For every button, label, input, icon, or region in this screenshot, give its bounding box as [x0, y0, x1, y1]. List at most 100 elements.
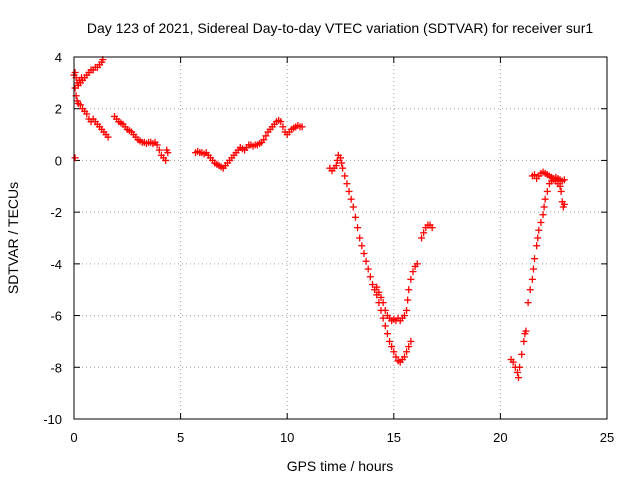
data-point [377, 293, 385, 301]
data-point [392, 353, 400, 361]
data-point [76, 101, 84, 109]
data-point [379, 314, 387, 322]
data-point [349, 203, 357, 211]
x-tick-label: 0 [70, 430, 77, 445]
data-point [509, 358, 517, 366]
y-tick-label: 0 [55, 153, 62, 168]
data-point [518, 350, 526, 358]
data-point [71, 84, 79, 92]
data-point [522, 327, 530, 335]
data-point [539, 211, 547, 219]
data-point [381, 306, 389, 314]
data-point [354, 224, 362, 232]
data-point [541, 195, 549, 203]
data-point [337, 154, 344, 162]
data-point [332, 162, 340, 170]
data-point [279, 123, 287, 131]
chart-title: Day 123 of 2021, Sidereal Day-to-day VTE… [87, 20, 593, 36]
data-point [409, 268, 417, 276]
y-tick-label: -2 [50, 205, 62, 220]
data-point [556, 182, 564, 190]
data-point [356, 234, 364, 242]
x-tick-label: 5 [177, 430, 184, 445]
data-point [383, 330, 391, 338]
data-point [164, 149, 172, 157]
data-point [403, 306, 411, 314]
plot-frame [73, 56, 608, 420]
y-tick-label: 2 [55, 102, 62, 117]
y-tick-label: -10 [43, 412, 62, 427]
data-point [155, 146, 163, 154]
data-point [560, 176, 568, 184]
data-point [373, 283, 381, 291]
data-point [388, 343, 396, 351]
data-point [404, 296, 412, 304]
data-point [83, 110, 91, 118]
data-point [413, 260, 421, 268]
data-point [381, 322, 389, 330]
data-point [386, 337, 394, 345]
data-point [528, 275, 536, 283]
data-point [400, 312, 408, 320]
data-point [400, 353, 408, 361]
data-point [153, 141, 161, 149]
data-point [560, 200, 568, 208]
data-point [390, 348, 398, 356]
data-point [162, 156, 170, 164]
data-point [418, 234, 426, 242]
data-point [298, 123, 306, 131]
y-tick-label: 4 [55, 50, 62, 65]
data-point [366, 273, 374, 281]
y-tick-label: -4 [50, 257, 62, 272]
data-point [405, 286, 413, 294]
data-point [516, 363, 524, 371]
x-tick-label: 25 [600, 430, 614, 445]
data-point [420, 229, 428, 237]
data-point [513, 368, 521, 376]
x-axis-label: GPS time / hours [287, 458, 394, 474]
data-point [364, 265, 372, 273]
data-point [358, 242, 366, 250]
data-point [351, 213, 359, 221]
data-point [515, 374, 523, 382]
data-point [428, 224, 436, 232]
data-point [368, 281, 376, 289]
data-point [71, 69, 79, 77]
x-tick-label: 10 [280, 430, 294, 445]
data-points [70, 56, 568, 382]
data-point [524, 299, 532, 307]
data-point [338, 159, 346, 167]
data-point [262, 132, 270, 140]
data-point [403, 348, 411, 356]
data-point [71, 154, 79, 162]
data-point [341, 172, 349, 180]
data-point [531, 255, 539, 263]
x-tick-label: 15 [387, 430, 401, 445]
data-point [345, 187, 353, 195]
data-point [405, 343, 413, 351]
data-point [343, 180, 351, 188]
data-point [531, 171, 539, 179]
data-point [260, 136, 268, 144]
data-point [104, 133, 112, 141]
y-axis-label: SDTVAR / TECUs [5, 182, 21, 294]
data-point [347, 195, 355, 203]
data-point [375, 288, 383, 296]
y-tick-label: -6 [50, 309, 62, 324]
y-tick-label: -8 [50, 360, 62, 375]
data-point [526, 286, 534, 294]
data-point [520, 337, 528, 345]
data-point [535, 226, 543, 234]
data-point [534, 234, 542, 242]
data-point [557, 187, 565, 195]
data-point [537, 218, 545, 226]
data-point [277, 118, 285, 126]
data-point [407, 337, 415, 345]
axis-ticks: 0 5 10 15 20 25 -10 -8 -6 -4 -2 0 2 4 [43, 50, 614, 445]
data-point [360, 250, 368, 258]
grid [74, 57, 607, 419]
data-point [543, 187, 551, 195]
x-tick-label: 20 [493, 430, 507, 445]
data-point [379, 299, 387, 307]
